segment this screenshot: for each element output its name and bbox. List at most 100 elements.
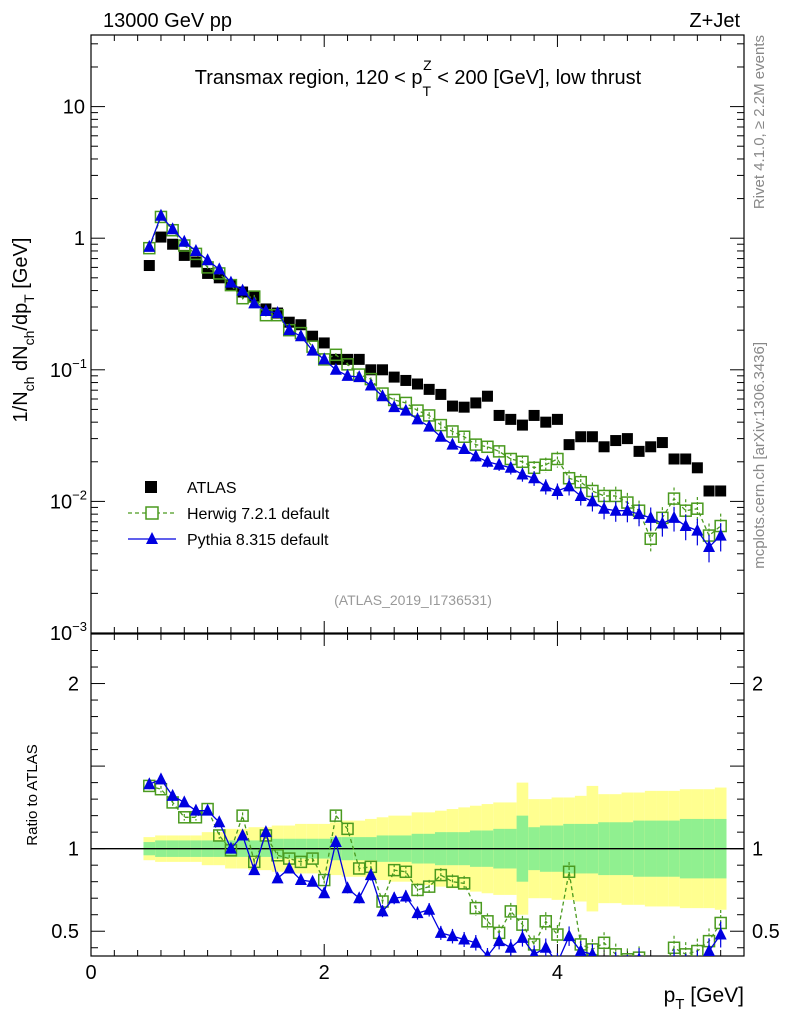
data-point-0	[680, 453, 692, 465]
ratio-point-0	[645, 975, 656, 986]
data-point-2	[563, 479, 576, 492]
data-point-2	[703, 540, 716, 553]
ratio-point-0	[457, 877, 471, 890]
y-tick-label-main: 1	[74, 228, 85, 250]
x-axis-label: pT [GeV]	[664, 984, 744, 1013]
ratio-point-1	[341, 881, 354, 894]
ratio-point-0	[469, 901, 483, 915]
side-label-mcplots: mcplots.cern.ch [arXiv:1306.3436]	[751, 342, 768, 569]
ratio-point-1	[236, 828, 249, 841]
ratio-point-1	[364, 868, 377, 881]
data-point-0	[295, 319, 307, 331]
data-point-2	[539, 479, 552, 492]
data-point-2	[213, 262, 226, 275]
data-point-0	[400, 374, 412, 386]
data-point-2	[329, 362, 342, 375]
data-point-2	[551, 483, 564, 496]
data-point-2	[399, 403, 412, 416]
axis-tick-labels: 0 2 4 10 1 10−1 10−2 10−3 2 2 1 1 0.5 0.5	[50, 97, 780, 984]
data-point-2	[294, 329, 307, 342]
ratio-point-1	[656, 964, 668, 976]
data-point-0	[540, 416, 552, 428]
data-point-2	[283, 323, 296, 336]
data-point-1	[492, 445, 506, 458]
data-point-2	[376, 389, 389, 402]
data-point-0	[621, 433, 633, 445]
main-panel-data	[143, 208, 727, 563]
data-point-0	[470, 397, 482, 409]
data-point-2	[493, 457, 506, 470]
data-point-0	[656, 437, 668, 449]
data-point-0	[715, 485, 727, 497]
ratio-point-1	[714, 927, 727, 940]
data-point-2	[446, 437, 459, 450]
y-tick-label-main: 10−1	[50, 356, 87, 382]
ratio-point-1	[178, 795, 191, 808]
ratio-point-1	[434, 925, 447, 938]
data-point-0	[610, 435, 622, 447]
ratio-point-1	[446, 929, 459, 942]
data-point-2	[224, 275, 237, 288]
legend-atlas-label: ATLAS	[187, 480, 237, 497]
y-tick-label-ratio-right: 0.5	[752, 921, 780, 943]
axis-ticks	[90, 35, 745, 956]
ratio-point-1	[574, 944, 587, 956]
data-point-2	[178, 234, 191, 247]
ratio-point-1	[563, 929, 576, 942]
data-point-2	[644, 510, 657, 523]
ratio-point-1	[598, 961, 610, 973]
data-point-2	[668, 510, 681, 523]
ratio-point-1	[469, 935, 482, 948]
ratio-point-1	[539, 940, 552, 953]
ratio-point-0	[504, 905, 518, 918]
data-point-0	[703, 485, 715, 497]
side-label-rivet: Rivet 4.1.0, ≥ 2.2M events	[751, 35, 768, 209]
data-point-0	[446, 400, 458, 412]
ratio-point-0	[317, 873, 331, 887]
data-point-0	[598, 441, 610, 453]
y-axis-label: 1/Nch dNch/dpT [GeV]	[10, 238, 37, 423]
y-tick-label-ratio-right: 2	[752, 674, 763, 696]
data-point-0	[330, 353, 342, 365]
ratio-point-1	[529, 947, 539, 956]
x-tick-label: 0	[85, 962, 96, 984]
data-point-2	[586, 494, 599, 507]
data-point-0	[283, 316, 295, 328]
data-point-2	[143, 239, 156, 252]
ratio-point-0	[329, 809, 343, 822]
ratio-point-1	[353, 891, 366, 904]
ratio-point-1	[248, 863, 261, 876]
data-point-0	[458, 401, 470, 413]
legend-herwig-marker	[145, 506, 159, 520]
ratio-point-1	[294, 873, 307, 886]
ratio-point-0	[434, 868, 448, 882]
data-point-0	[307, 330, 319, 342]
data-point-2	[306, 343, 319, 356]
ratio-point-1	[588, 947, 597, 956]
ratio-point-1	[376, 904, 389, 917]
ratio-point-0	[657, 964, 668, 975]
y-tick-label-main: 10−3	[50, 619, 87, 645]
data-point-0	[435, 388, 447, 400]
data-point-1	[329, 348, 343, 362]
ratio-point-0	[306, 852, 319, 865]
x-tick-label: 2	[319, 962, 330, 984]
data-point-2	[248, 296, 261, 309]
ratio-point-0	[621, 953, 634, 956]
x-tick-label: 4	[552, 962, 563, 984]
ratio-point-1	[154, 772, 167, 785]
data-point-0	[388, 371, 400, 383]
data-point-0	[493, 409, 505, 421]
data-point-2	[154, 208, 167, 221]
ratio-point-1	[423, 902, 436, 915]
ratio-point-1	[329, 835, 342, 848]
data-point-2	[201, 253, 214, 266]
ratio-point-0	[481, 915, 494, 928]
ratio-point-1	[493, 934, 506, 947]
ratio-point-0	[562, 865, 576, 879]
data-point-1	[644, 532, 657, 546]
data-point-2	[341, 368, 354, 381]
data-point-0	[586, 431, 598, 443]
ratio-point-0	[551, 928, 564, 941]
